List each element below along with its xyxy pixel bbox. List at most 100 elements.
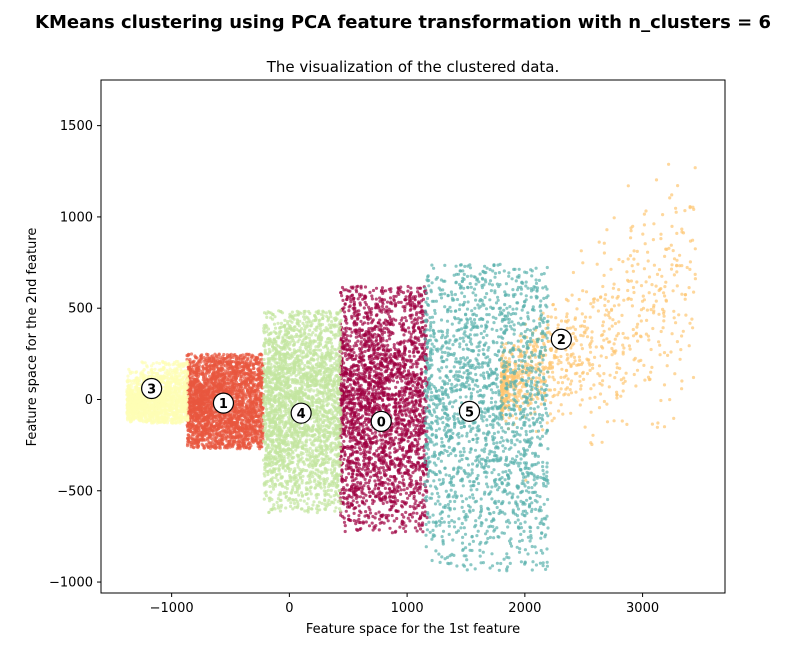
data-point	[362, 484, 366, 488]
data-point	[380, 357, 384, 361]
data-point	[344, 425, 348, 429]
data-point	[357, 441, 361, 445]
data-point	[414, 399, 418, 403]
data-point	[399, 290, 403, 294]
data-point	[356, 461, 360, 465]
data-point	[403, 316, 407, 320]
data-point	[401, 523, 405, 527]
data-point	[254, 439, 258, 443]
data-point	[211, 415, 215, 419]
data-point	[365, 513, 369, 517]
data-point	[359, 400, 363, 404]
data-point	[352, 351, 356, 355]
data-point	[408, 476, 412, 481]
data-point	[399, 318, 403, 322]
data-point	[386, 392, 391, 396]
data-point	[407, 460, 411, 464]
data-point	[238, 447, 242, 451]
data-point	[418, 464, 422, 468]
data-point	[384, 323, 388, 327]
data-point	[418, 399, 422, 403]
data-point	[354, 426, 358, 431]
data-point	[412, 462, 416, 467]
data-point	[393, 401, 397, 405]
data-point	[364, 520, 368, 524]
data-point	[362, 459, 366, 463]
data-point	[368, 494, 372, 499]
data-point	[345, 483, 349, 487]
data-point	[346, 378, 350, 382]
data-point	[347, 352, 351, 356]
data-point	[389, 427, 393, 431]
data-point	[344, 478, 348, 482]
data-point	[403, 309, 407, 313]
data-point	[362, 496, 366, 500]
data-point	[350, 330, 354, 334]
data-point	[340, 294, 344, 298]
data-point	[342, 450, 347, 454]
data-point	[373, 479, 377, 483]
data-point	[347, 339, 352, 343]
data-point	[381, 336, 385, 340]
data-point	[350, 408, 354, 412]
data-point	[406, 382, 410, 386]
data-point	[348, 289, 352, 293]
data-point	[353, 438, 357, 442]
data-point	[360, 363, 364, 367]
data-point	[381, 481, 385, 485]
data-point	[400, 379, 404, 383]
data-point	[393, 352, 397, 356]
data-point	[203, 433, 207, 437]
data-point	[367, 357, 371, 361]
data-point	[389, 356, 393, 360]
data-point	[374, 440, 378, 444]
data-point	[355, 493, 359, 497]
data-point	[212, 390, 216, 394]
data-point	[404, 295, 408, 299]
data-point	[420, 309, 424, 313]
data-point	[402, 428, 406, 432]
data-point	[420, 370, 424, 374]
data-point	[354, 477, 358, 481]
data-point	[422, 449, 426, 453]
data-point	[356, 381, 360, 385]
data-point	[367, 413, 371, 417]
data-point	[419, 445, 423, 449]
data-point	[361, 358, 365, 362]
data-point	[414, 465, 418, 469]
data-point	[390, 309, 394, 313]
data-point	[354, 464, 358, 468]
data-point	[388, 296, 393, 300]
data-point	[249, 410, 253, 414]
data-point	[379, 361, 383, 365]
data-point	[403, 385, 407, 389]
data-point	[360, 499, 364, 503]
data-point	[357, 504, 361, 508]
data-point	[351, 394, 355, 398]
data-point	[252, 362, 256, 366]
data-point	[372, 394, 376, 398]
data-point	[344, 315, 348, 319]
data-point	[421, 505, 425, 510]
data-point	[376, 321, 380, 325]
data-point	[377, 387, 381, 391]
data-point	[385, 500, 389, 504]
data-point	[252, 420, 256, 424]
data-point	[425, 490, 429, 494]
data-point	[379, 327, 383, 331]
data-point	[243, 371, 247, 375]
data-point	[420, 511, 425, 515]
data-point	[353, 483, 357, 487]
data-point	[366, 314, 370, 318]
data-point	[391, 323, 395, 327]
data-point	[352, 303, 356, 307]
data-point	[393, 447, 397, 451]
data-point	[388, 455, 392, 459]
data-point	[379, 378, 383, 382]
data-point	[408, 387, 412, 391]
data-point	[233, 353, 237, 357]
data-point	[398, 441, 402, 445]
data-point	[404, 510, 408, 514]
data-point	[406, 407, 410, 411]
data-point	[384, 454, 388, 458]
